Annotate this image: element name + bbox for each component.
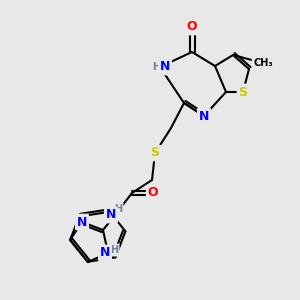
Text: H: H (114, 204, 122, 214)
Text: N: N (199, 110, 209, 122)
Text: O: O (148, 187, 158, 200)
Text: N: N (100, 247, 110, 260)
Text: H: H (152, 62, 160, 72)
Text: N: N (77, 215, 87, 229)
Text: H: H (110, 245, 118, 255)
Text: O: O (187, 20, 197, 34)
Text: N: N (160, 61, 170, 74)
Text: S: S (151, 146, 160, 160)
Text: CH₃: CH₃ (253, 58, 273, 68)
Text: N: N (106, 208, 116, 221)
Text: S: S (238, 85, 247, 98)
